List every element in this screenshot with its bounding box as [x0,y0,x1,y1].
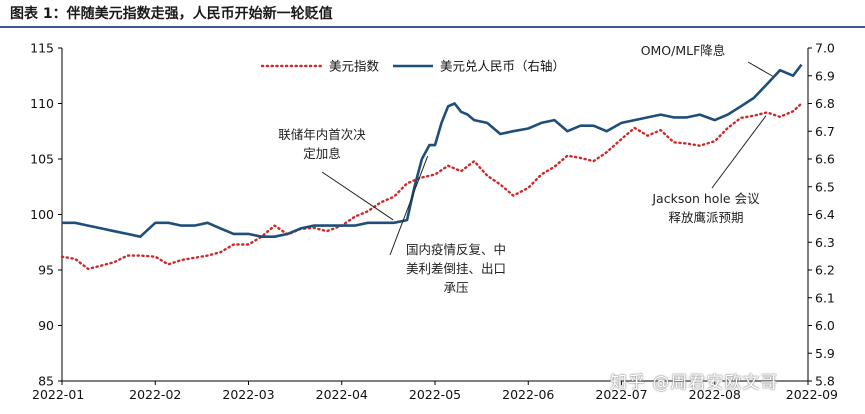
y-right-tick-label: 5.8 [815,374,835,389]
annotation-omo-mlf: OMO/MLF降息 [641,43,773,77]
annotation-text-line: OMO/MLF降息 [641,43,726,58]
x-tick-label: 2022-06 [502,387,554,402]
y-left-tick-label: 100 [30,207,54,222]
annotation-leader-line [747,61,773,77]
annotation-text-line: 美利差倒挂、出口 [406,261,506,276]
y-left-tick-label: 115 [30,41,54,56]
watermark-text: 知乎 @周君安欧文哥 [610,373,779,393]
annotation-text-line: 释放鹰派预期 [668,210,743,225]
x-tick-label: 2022-02 [129,387,181,402]
y-right-tick-label: 6.7 [815,124,835,139]
x-tick-label: 2022-07 [595,387,647,402]
annotation-text-line: 国内疫情反复、中 [406,242,506,257]
x-tick-label: 2022-05 [409,387,461,402]
legend-item-usd-index: 美元指数 [260,59,380,74]
y-right-tick-label: 6.4 [815,207,835,222]
annotation-text-line: Jackson hole 会议 [651,191,760,206]
y-left-tick-label: 95 [38,263,54,278]
y-right-tick-label: 6.5 [815,179,835,194]
annotation-text-line: 承压 [443,280,468,295]
y-right-tick-label: 6.8 [815,96,835,111]
annotation-leader-line [321,171,394,221]
title-bar: 图表 1：伴随美元指数走强，人民币开始新一轮贬值 [0,0,865,28]
x-tick-label: 2022-09 [786,387,838,402]
chart-title: 图表 1：伴随美元指数走强，人民币开始新一轮贬值 [10,6,333,22]
y-left-tick-label: 105 [30,152,54,167]
legend-label-usd-index: 美元指数 [329,59,380,74]
y-right-tick-label: 6.2 [815,263,835,278]
y-right-tick-label: 6.9 [815,68,835,83]
legend: 美元指数 美元兑人民币（右轴） [260,59,565,74]
legend-item-usdcny: 美元兑人民币（右轴） [393,59,565,74]
annotation-leader-line [711,115,767,189]
legend-label-usdcny: 美元兑人民币（右轴） [440,59,565,74]
y-right-tick-label: 6.0 [815,318,835,333]
annotation-leader-line [389,155,429,256]
x-tick-label: 2022-01 [32,387,84,402]
x-tick-label: 2022-04 [316,387,368,402]
annotation-text-line: 定加息 [303,146,341,161]
series-layer [60,63,803,271]
x-tick-label: 2022-03 [222,387,274,402]
axes: 115 110 105 100 95 90 85 7.0 6.9 6.8 6.7 6.6 6.5 6.4 6… [30,41,838,403]
y-right-tick-label: 7.0 [815,41,835,56]
y-right-tick-label: 6.1 [815,290,835,305]
y-right-tick-label: 5.9 [815,346,835,361]
y-left-tick-label: 110 [30,96,54,111]
y-left-tick-label: 85 [38,374,54,389]
y-right-tick-label: 6.6 [815,152,835,167]
y-left-tick-label: 90 [38,318,54,333]
annotation-text-line: 联储年内首次决 [278,127,366,142]
y-right-tick-label: 6.3 [815,235,835,250]
usdcny-line [62,63,803,238]
x-tick-label: 2022-08 [689,387,741,402]
